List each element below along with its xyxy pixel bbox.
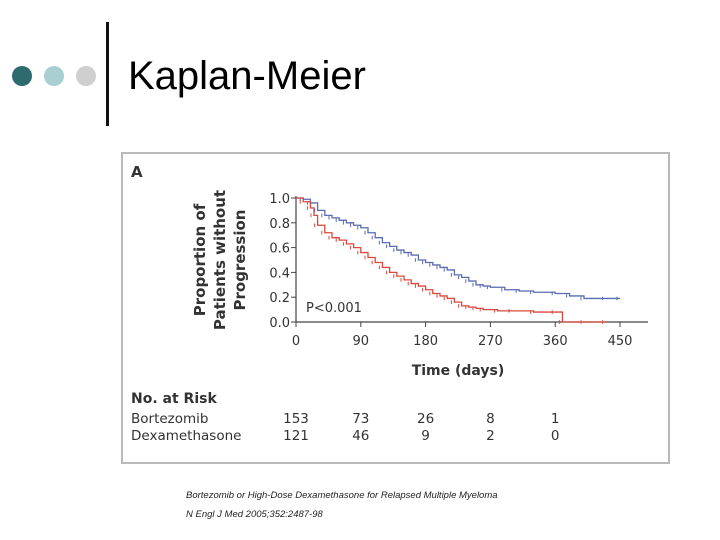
title-divider: [106, 22, 109, 126]
y-tick-label: 1.0: [269, 192, 290, 207]
x-axis-label: Time (days): [412, 363, 505, 379]
bullet-dot-gray: [76, 66, 96, 86]
risk-table-row-label: Bortezomib: [131, 411, 209, 427]
x-tick-label: 270: [478, 334, 503, 349]
risk-table-row-label: Dexamethasone: [131, 428, 241, 444]
bullet-dot-teal: [12, 66, 32, 86]
risk-table-cell: 2: [486, 428, 495, 444]
risk-table-cell: 1: [551, 411, 560, 427]
slide-bullet-dots: [12, 66, 102, 86]
caption-title: Bortezomib or High-Dose Dexamethasone fo…: [186, 490, 498, 501]
x-tick-label: 90: [353, 334, 370, 349]
y-tick-label: 0.8: [269, 217, 290, 232]
x-tick-label: 360: [543, 334, 568, 349]
panel-label: A: [131, 163, 143, 181]
risk-table-cell: 121: [283, 428, 309, 444]
km-curve-dexamethasone: [296, 197, 606, 323]
risk-table-cell: 8: [486, 411, 495, 427]
x-tick-label: 0: [292, 334, 300, 349]
caption-citation: N Engl J Med 2005;352:2487-98: [186, 509, 323, 520]
y-tick-label: 0.6: [269, 242, 290, 257]
x-tick-label: 180: [413, 334, 438, 349]
y-axis-label-line: Proportion of: [191, 203, 209, 316]
y-axis-label-line: Patients without: [211, 190, 229, 330]
p-value-annotation: P<0.001: [306, 301, 362, 316]
risk-table-cell: 9: [421, 428, 430, 444]
risk-table-title: No. at Risk: [131, 391, 217, 407]
slide-title: Kaplan-Meier: [128, 54, 366, 98]
figure-panel: A Proportion of Patients without Progressio…: [121, 152, 670, 464]
y-tick-label: 0.4: [269, 266, 290, 281]
y-tick-label: 0.0: [269, 316, 290, 331]
km-curve-bortezomib: [296, 197, 620, 300]
risk-table-cell: 73: [352, 411, 369, 427]
risk-table-cell: 153: [283, 411, 309, 427]
bullet-dot-lightblue: [44, 66, 64, 86]
risk-table-cell: 26: [417, 411, 434, 427]
risk-table-cell: 46: [352, 428, 369, 444]
risk-table-cell: 0: [551, 428, 560, 444]
x-tick-label: 450: [608, 334, 633, 349]
y-axis-label-line: Progression: [231, 210, 249, 311]
y-tick-label: 0.2: [269, 291, 290, 306]
kaplan-meier-chart: A Proportion of Patients without Progressio…: [131, 163, 648, 444]
